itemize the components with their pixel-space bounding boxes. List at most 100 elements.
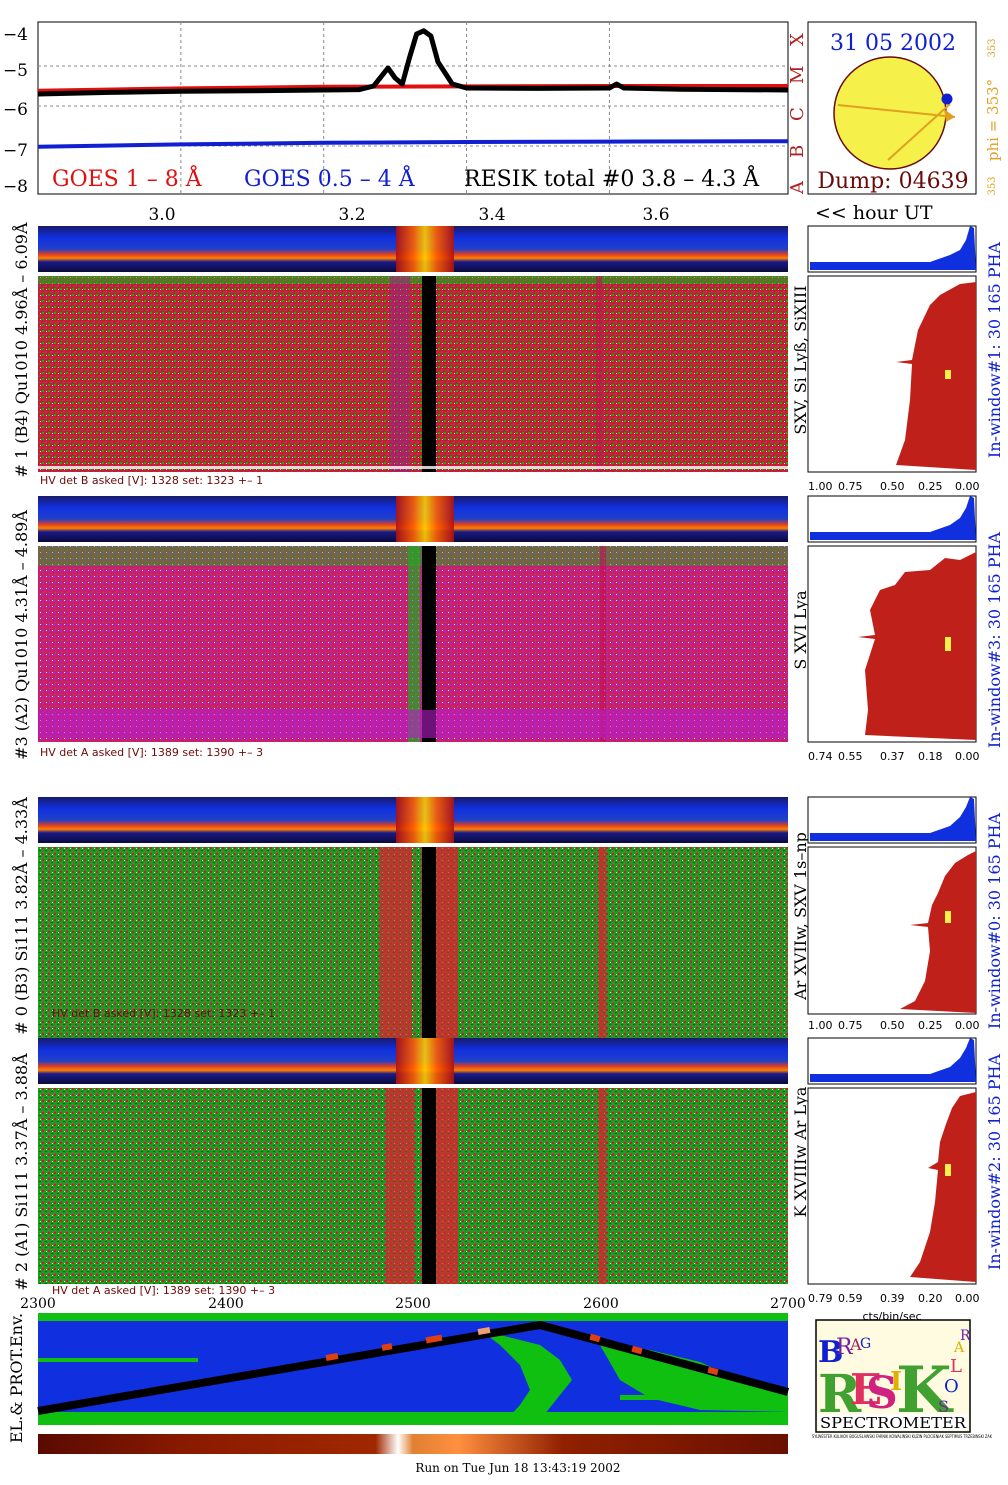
pha-tick-0: 0.79 — [808, 1292, 833, 1305]
env-label: EL.& PROT.Env. — [7, 1313, 26, 1443]
panel-line-label: SXV, Si Lyß, SiXIII — [791, 285, 810, 434]
pha-tick-1: 0.75 — [838, 480, 863, 493]
gap-bar — [422, 546, 436, 742]
spectrogram-image — [38, 276, 788, 472]
class-label-b: B — [787, 145, 808, 158]
hv-label: HV det A asked [V]: 1389 set: 1390 +– 3 — [40, 746, 263, 759]
temperature-bar — [38, 1434, 788, 1454]
logo-letter-l: L — [950, 1356, 962, 1377]
emission-line-a — [380, 847, 412, 1043]
pha-tick-2: 0.37 — [880, 750, 905, 763]
orbit-marker — [631, 1345, 643, 1355]
spectrum-panel-2: HV det A asked [V]: 1389 set: 1390 +– 3 … — [11, 1037, 1004, 1305]
goes-xtick-2: 3.4 — [478, 205, 505, 225]
sun-date: 31 05 2002 — [830, 31, 956, 56]
logo-letter-o: O — [944, 1376, 959, 1397]
orbit-marker — [589, 1333, 601, 1343]
goes-series-line-2 — [37, 28, 789, 97]
channel-tick-4: 2700 — [770, 1296, 806, 1312]
channel-tick-2: 2500 — [395, 1296, 431, 1312]
panel-window-label: In-window#2: 30 165 PHA — [985, 1053, 1004, 1270]
panel-line-label: K XVIIIw Ar Lya — [791, 1086, 810, 1217]
goes-ytick-1: −5 — [3, 61, 28, 81]
panel-line-label: Ar XVIIw, SXV 1s–np — [791, 832, 810, 1001]
emission-line-c — [436, 847, 458, 1043]
goes-ytick-3: −7 — [3, 141, 28, 161]
orbit-track — [37, 1320, 790, 1415]
pha-tick-2: 0.50 — [880, 1019, 905, 1032]
legend-resik-total: RESIK total #0 3.8 – 4.3 Å — [464, 164, 760, 192]
logo-letter-b: B — [818, 1335, 843, 1370]
spectrogram-bottom-band — [38, 466, 788, 469]
panel-left-label: # 2 (A1) Si111 3.37Å – 3.88Å — [11, 1053, 31, 1291]
logo-letter-s2: S — [938, 1397, 949, 1416]
logo-letter-g: G — [860, 1336, 871, 1352]
goes-series — [37, 28, 789, 149]
panel-line-label: S XVI Lya — [791, 590, 810, 670]
gap-bar — [422, 276, 436, 472]
pha-tick-4: 0.00 — [955, 1019, 980, 1032]
pha-tick-1: 0.55 — [838, 750, 863, 763]
class-label-m: M — [787, 66, 808, 84]
emission-line-a — [386, 1088, 414, 1284]
pha-tick-2: 0.39 — [880, 1292, 905, 1305]
emission-line-b — [598, 1088, 606, 1284]
phi-label: phi = 353° — [984, 79, 1002, 161]
pha-tick-3: 0.20 — [918, 1292, 943, 1305]
pha-tick-3: 0.25 — [918, 480, 943, 493]
hv-label: HV det A asked [V]: 1389 set: 1390 +– 3 — [52, 1284, 275, 1297]
emission-line-a — [408, 546, 420, 742]
spectrum-panel-1: HV det B asked [V]: 1328 set: 1323 +– 1 … — [11, 222, 1004, 493]
hv-label: HV det B asked [V]: 1328 set: 1323 +– 1 — [52, 1007, 275, 1020]
flare-band — [396, 1038, 454, 1084]
hv-label: HV det B asked [V]: 1328 set: 1323 +– 1 — [40, 474, 263, 487]
emission-line-b — [596, 276, 602, 472]
phi-small-bottom: 353 — [987, 176, 998, 195]
logo-letter-e: E — [850, 1365, 882, 1414]
goes-ytick-4: −8 — [3, 177, 28, 197]
logo-credits: SYLWESTER KULIKOV BOGUSLAWSKI FARNIK KOW… — [812, 1434, 992, 1439]
goes-ytick-0: −4 — [3, 25, 28, 45]
dump-label: Dump: 04639 — [817, 169, 968, 194]
logo-letter-s: S — [866, 1368, 898, 1419]
pha-top-spectrum — [810, 226, 976, 270]
pha-tick-0: 1.00 — [808, 480, 833, 493]
spectrum-panel-0: HV det B asked [V]: 1328 set: 1323 +– 1 … — [11, 796, 1004, 1043]
logo-letter-r3: R — [960, 1328, 971, 1344]
class-label-c: C — [787, 107, 808, 121]
pha-marker — [945, 370, 951, 379]
pha-marker — [945, 637, 951, 651]
spectrogram-image — [38, 847, 788, 1043]
emission-line-a — [390, 276, 410, 472]
hour-ut-label: << hour UT — [815, 202, 933, 224]
pha-spectrum — [858, 552, 976, 740]
goes-series-line-1 — [37, 139, 789, 149]
pha-marker — [945, 911, 951, 923]
panel-left-label: # 0 (B3) Si111 3.82Å – 4.33Å — [11, 797, 31, 1035]
legend-goes-short: GOES 0.5 – 4 Å — [244, 164, 416, 192]
logo-letter-i: I — [890, 1367, 902, 1397]
emission-line-b — [598, 847, 606, 1043]
orbit-marker — [425, 1334, 443, 1344]
panel-window-label: In-window#0: 30 165 PHA — [985, 812, 1004, 1029]
emission-line-c — [436, 1088, 458, 1284]
goes-xtick-0: 3.0 — [148, 205, 175, 225]
pha-tick-4: 0.00 — [955, 1292, 980, 1305]
sun-box: 31 05 2002 Dump: 04639 phi = 353° 353 35… — [807, 21, 1002, 196]
panel-left-label: # 1 (B4) Qu1010 4.96Å – 6.09Å — [11, 222, 31, 477]
orbit-marker — [325, 1353, 339, 1361]
pha-tick-4: 0.00 — [955, 480, 980, 493]
goes-ytick-2: −6 — [3, 100, 28, 120]
channel-tick-0: 2300 — [20, 1296, 56, 1312]
phi-small-top: 353 — [987, 38, 998, 57]
pha-top-spectrum — [810, 797, 976, 841]
pha-tick-2: 0.50 — [880, 480, 905, 493]
flare-band — [396, 797, 454, 843]
sun-axis-line — [837, 104, 956, 118]
sun-orbit-line — [887, 103, 951, 161]
satellite-marker-icon — [941, 93, 953, 105]
env-bottom-band — [38, 1412, 788, 1425]
env-top-band — [38, 1313, 788, 1321]
panel-window-label: In-window#3: 30 165 PHA — [985, 531, 1004, 748]
